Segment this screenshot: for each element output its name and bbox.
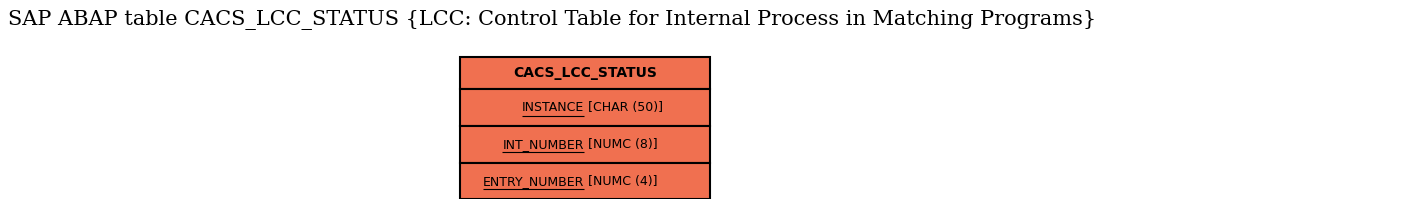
Text: CACS_LCC_STATUS: CACS_LCC_STATUS [514,66,657,80]
Bar [460,89,710,126]
Text: INSTANCE: INSTANCE [522,101,585,114]
Text: INT_NUMBER: INT_NUMBER [502,138,585,151]
Text: ENTRY_NUMBER: ENTRY_NUMBER [482,175,585,188]
Text: [NUMC (8)]: [NUMC (8)] [585,138,657,151]
Text: [CHAR (50)]: [CHAR (50)] [585,101,663,114]
Bar [460,57,710,89]
Bar [460,126,710,163]
Text: [NUMC (4)]: [NUMC (4)] [585,175,657,188]
Bar [460,163,710,199]
Text: SAP ABAP table CACS_LCC_STATUS {LCC: Control Table for Internal Process in Match: SAP ABAP table CACS_LCC_STATUS {LCC: Con… [9,10,1095,30]
